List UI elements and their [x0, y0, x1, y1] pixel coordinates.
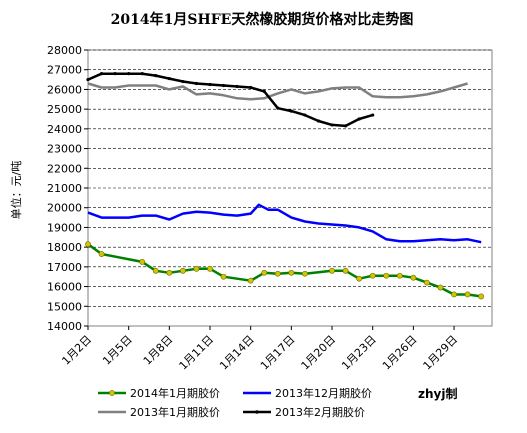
- data-point: [437, 284, 444, 291]
- x-tick-label: 1月2日: [59, 333, 94, 368]
- data-point: [154, 74, 158, 78]
- legend-item: 2013年2月期胶价: [243, 405, 365, 419]
- chart-title: 2014年1月SHFE天然橡胶期货价格对比走势图: [111, 11, 414, 28]
- data-point: [274, 270, 281, 277]
- series-1: [85, 241, 485, 300]
- data-point: [113, 72, 117, 76]
- data-point: [249, 85, 253, 90]
- data-point: [316, 119, 321, 123]
- data-point: [167, 76, 171, 81]
- y-tick-label: 18000: [47, 241, 82, 254]
- data-point: [464, 291, 471, 298]
- data-point: [369, 272, 376, 279]
- data-point: [261, 269, 268, 276]
- data-point: [303, 113, 307, 117]
- legend-marker: [109, 390, 115, 396]
- legend-marker: [255, 410, 259, 414]
- data-point: [99, 72, 104, 76]
- data-point: [424, 279, 430, 286]
- y-tick-label: 23000: [47, 143, 82, 156]
- legend-label: 2013年12月期胶价: [275, 386, 372, 400]
- y-tick-label: 22000: [47, 162, 82, 175]
- gridlines: [88, 49, 492, 307]
- data-point: [289, 109, 293, 113]
- y-tick-label: 25000: [47, 103, 82, 116]
- x-tick-label: 1月17日: [258, 333, 298, 373]
- legend: 2014年1月期胶价 2013年12月期胶价 2013年1月期胶价 2013年2月期胶…: [98, 386, 372, 419]
- y-tick-label: 19000: [47, 221, 82, 234]
- data-point: [86, 77, 90, 82]
- data-point: [288, 269, 295, 276]
- data-point: [127, 72, 131, 76]
- data-point: [329, 267, 335, 274]
- x-tick-label: 1月8日: [141, 333, 176, 368]
- y-tick-label: 17000: [47, 261, 82, 274]
- data-point: [194, 81, 199, 86]
- data-point: [208, 82, 212, 87]
- data-point: [356, 275, 363, 282]
- y-tick-label: 14000: [47, 320, 82, 333]
- data-point: [383, 272, 390, 279]
- data-point: [302, 270, 308, 277]
- data-point: [276, 106, 280, 110]
- data-point: [220, 273, 227, 280]
- data-point: [478, 293, 485, 300]
- y-tick-label: 16000: [47, 281, 82, 294]
- series-line: [87, 82, 468, 101]
- data-point: [247, 277, 254, 284]
- series-3: [87, 82, 468, 101]
- series-4: [86, 72, 375, 128]
- x-tick-label: 1月20日: [299, 333, 339, 373]
- data-point: [330, 123, 334, 127]
- data-point: [396, 272, 403, 279]
- series-2: [87, 203, 482, 244]
- legend-label: 2014年1月期胶价: [130, 386, 220, 400]
- data-point: [343, 124, 348, 128]
- y-axis: 14000 15000 16000 17000 18000 19000 20000 21000…: [47, 44, 88, 333]
- x-tick-label: 1月5日: [100, 333, 135, 368]
- data-point: [181, 79, 185, 84]
- data-point: [140, 72, 144, 76]
- data-point: [152, 267, 159, 274]
- data-point: [371, 113, 375, 117]
- series-line: [87, 72, 374, 128]
- data-point: [85, 241, 91, 248]
- data-point: [207, 265, 213, 272]
- data-point: [221, 83, 226, 88]
- y-tick-label: 27000: [47, 64, 82, 77]
- legend-item: 2014年1月期胶价: [98, 386, 220, 400]
- y-tick-label: 24000: [47, 123, 82, 136]
- data-point: [235, 84, 239, 89]
- x-axis: 1月2日 1月5日 1月8日 1月11日 1月14日 1月17日 1月20日 1月23日 1月2…: [59, 326, 460, 373]
- legend-label: 2013年1月期胶价: [130, 405, 220, 419]
- legend-item: 2013年12月期胶价: [243, 386, 372, 400]
- legend-label: 2013年2月期胶价: [275, 405, 365, 419]
- data-point: [262, 89, 266, 93]
- series-line: [87, 203, 482, 244]
- y-tick-label: 20000: [47, 202, 82, 215]
- series-layer: [85, 72, 485, 300]
- data-point: [166, 269, 173, 276]
- data-point: [98, 251, 105, 257]
- data-point: [410, 274, 417, 281]
- x-tick-label: 1月14日: [217, 333, 257, 373]
- data-point: [193, 265, 200, 272]
- y-tick-label: 26000: [47, 83, 82, 96]
- credit-text: zhyj制: [418, 386, 457, 401]
- x-tick-label: 1月29日: [421, 333, 461, 373]
- data-point: [342, 267, 349, 274]
- x-tick-label: 1月26日: [380, 333, 420, 373]
- x-tick-label: 1月23日: [339, 333, 379, 373]
- y-tick-label: 28000: [47, 44, 82, 57]
- legend-item: 2013年1月期胶价: [98, 405, 220, 419]
- x-tick-label: 1月11日: [177, 333, 217, 373]
- y-tick-label: 21000: [47, 182, 82, 195]
- y-tick-label: 15000: [47, 300, 82, 313]
- data-point: [357, 117, 361, 121]
- data-point: [139, 259, 146, 265]
- data-point: [451, 291, 457, 298]
- y-axis-label: 单位：元/吨: [9, 161, 23, 220]
- data-point: [179, 267, 186, 274]
